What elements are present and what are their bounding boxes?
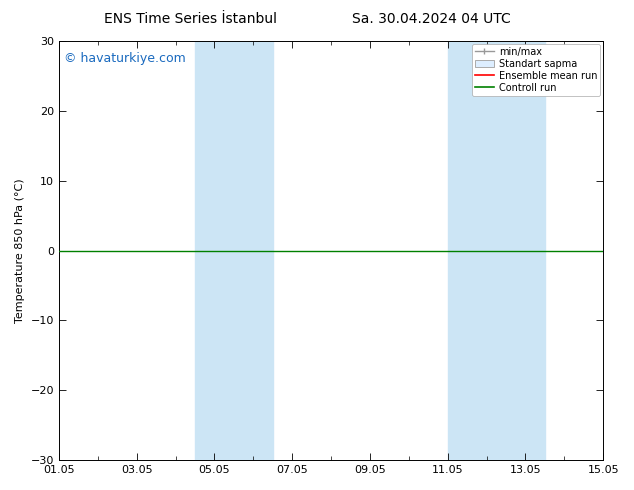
- Text: Sa. 30.04.2024 04 UTC: Sa. 30.04.2024 04 UTC: [352, 12, 510, 26]
- Bar: [195, 41, 273, 460]
- Y-axis label: Temperature 850 hPa (°C): Temperature 850 hPa (°C): [15, 178, 25, 323]
- Legend: min/max, Standart sapma, Ensemble mean run, Controll run: min/max, Standart sapma, Ensemble mean r…: [472, 44, 600, 96]
- Text: © havaturkiye.com: © havaturkiye.com: [65, 51, 186, 65]
- Bar: [448, 41, 545, 460]
- Text: ENS Time Series İstanbul: ENS Time Series İstanbul: [104, 12, 276, 26]
